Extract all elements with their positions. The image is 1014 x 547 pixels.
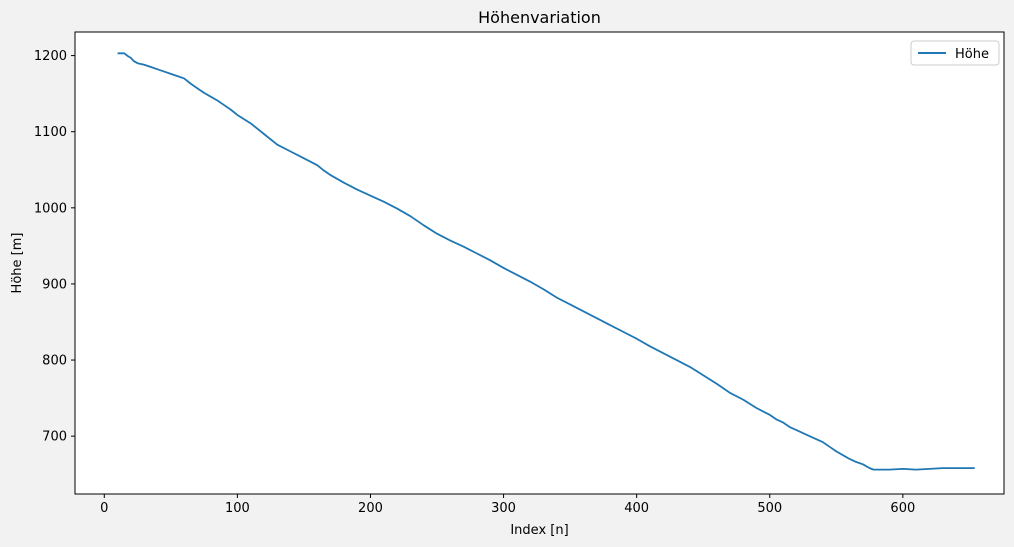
series-line-hoehe	[117, 52, 975, 471]
y-tick-label: 800	[42, 354, 67, 369]
y-tick-label: 900	[42, 277, 67, 292]
y-axis-label: Höhe [m]	[10, 233, 25, 294]
series-lines	[117, 52, 975, 471]
y-tick-label: 700	[42, 430, 67, 445]
x-tick-label: 200	[358, 501, 383, 516]
x-tick-label: 500	[757, 501, 782, 516]
x-tick-label: 600	[890, 501, 915, 516]
x-tick-label: 400	[624, 501, 649, 516]
y-tick-label: 1200	[34, 49, 67, 64]
legend-label-hoehe: Höhe	[955, 47, 989, 62]
x-axis-label: Index [n]	[510, 523, 568, 538]
plot-area	[74, 31, 1005, 495]
x-tick-label: 300	[491, 501, 516, 516]
legend-box	[910, 40, 1000, 66]
y-tick-label: 1100	[34, 125, 67, 140]
y-tick-label: 1000	[34, 201, 67, 216]
x-tick-label: 100	[225, 501, 250, 516]
x-axis-ticks: 0 100 200 300 400 500 600	[100, 494, 915, 516]
chart-title: Höhenvariation	[478, 8, 601, 27]
legend: Höhe	[910, 40, 1000, 66]
x-tick-label: 0	[100, 501, 108, 516]
y-axis-ticks: 700 800 900 1000 1100 1200	[34, 49, 75, 445]
